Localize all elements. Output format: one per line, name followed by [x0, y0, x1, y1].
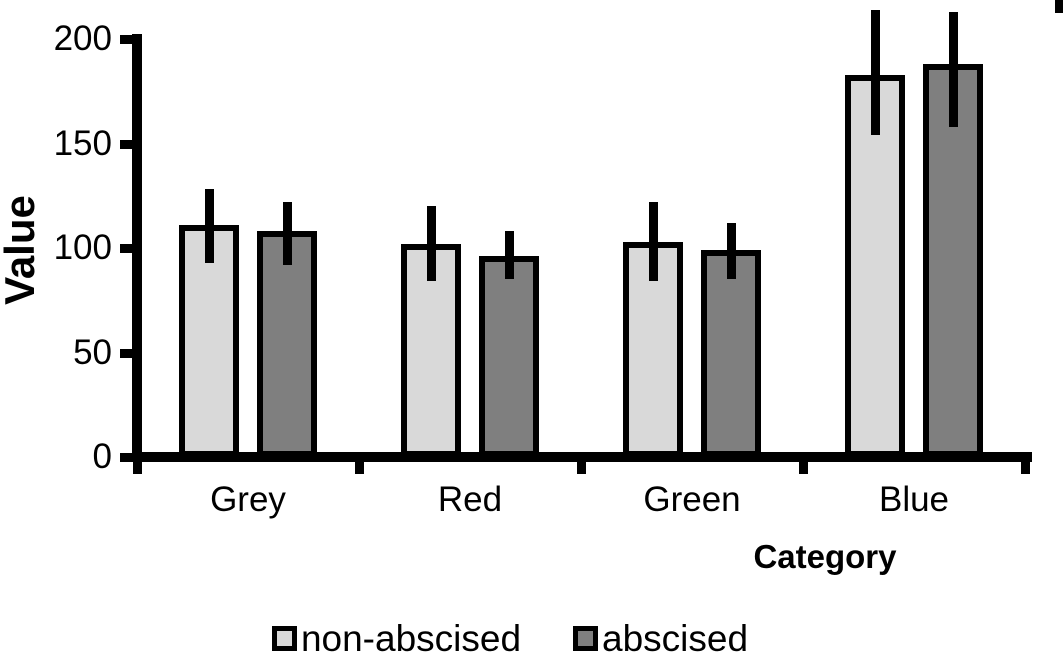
y-tick-label: 200 — [53, 19, 112, 58]
error-bar-non-abscised-red — [426, 206, 436, 282]
bar-non-abscised-blue — [845, 74, 905, 457]
x-tick-mark — [1021, 462, 1030, 474]
x-tick-label-red: Red — [437, 480, 503, 519]
y-tick-label: 50 — [73, 332, 112, 372]
x-tick-mark — [355, 462, 364, 474]
error-bar-abscised-blue — [948, 11, 958, 127]
bar-abscised-grey — [257, 231, 317, 457]
bar-abscised-red — [479, 256, 539, 457]
error-bar-non-abscised-green — [648, 202, 658, 282]
legend-item-non-abscised: non-abscised — [271, 617, 522, 656]
x-axis-title: Category — [753, 538, 897, 575]
legend-marker-abscised-icon — [573, 625, 599, 651]
legend-label-abscised: abscised — [602, 617, 749, 656]
x-tick-label-grey: Grey — [210, 480, 286, 519]
bar-abscised-green — [701, 250, 761, 457]
y-tick-label: 0 — [92, 437, 112, 476]
y-tick-label: 150 — [53, 123, 112, 163]
y-tick-mark — [120, 244, 132, 253]
error-bar-abscised-grey — [282, 202, 292, 265]
y-tick-label: 100 — [53, 228, 112, 267]
legend-marker-non-abscised-icon — [271, 625, 297, 651]
x-tick-mark — [133, 462, 142, 474]
x-tick-label-blue: Blue — [878, 480, 950, 519]
error-bar-non-abscised-grey — [204, 189, 214, 263]
y-axis-title: Value — [0, 195, 43, 305]
error-bar-abscised-green — [726, 222, 736, 280]
error-bar-non-abscised-blue — [870, 9, 880, 136]
x-tick-label-green: Green — [643, 480, 741, 519]
y-axis-line — [132, 34, 142, 462]
x-tick-mark — [799, 462, 808, 474]
legend-item-abscised: abscised — [573, 620, 748, 656]
error-bar-abscised-red — [504, 231, 514, 280]
legend-label-non-abscised: non-abscised — [300, 617, 522, 656]
bar-abscised-blue — [923, 64, 983, 457]
x-axis-line — [132, 452, 1032, 462]
bar-non-abscised-grey — [179, 225, 239, 457]
legend: non-abscised abscised — [0, 620, 1064, 656]
y-tick-mark — [120, 35, 132, 44]
y-tick-mark — [120, 139, 132, 149]
y-tick-mark — [120, 453, 132, 462]
cropped-artifact-mark — [1055, 0, 1063, 13]
x-tick-mark — [577, 462, 586, 474]
y-tick-mark — [120, 348, 132, 358]
